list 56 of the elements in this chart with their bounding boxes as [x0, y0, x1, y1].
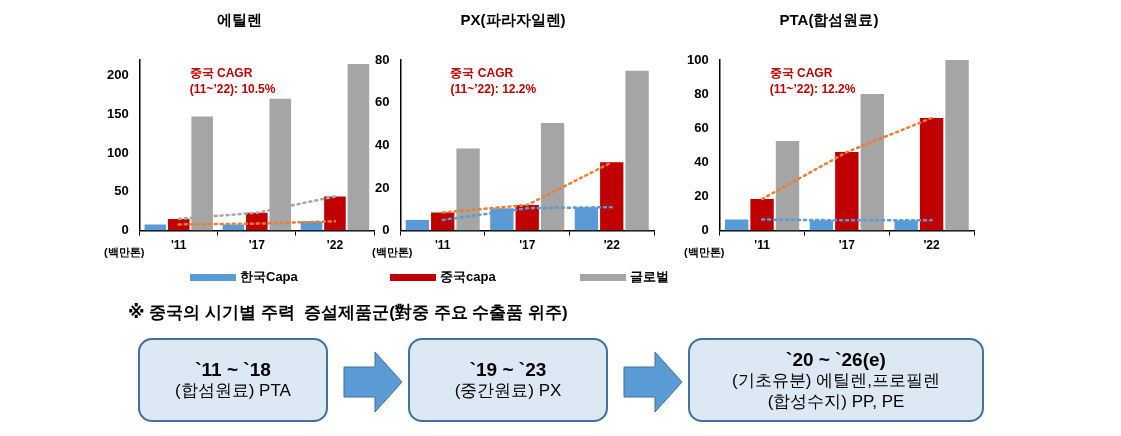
- bar: [945, 60, 969, 231]
- rounded-box: `11 ~ `18 (합섬원료) PTA: [138, 338, 328, 422]
- x-tick-label: '11: [170, 238, 187, 253]
- y-tick-label: 150: [106, 105, 129, 121]
- bar: [775, 141, 800, 231]
- bar: [431, 212, 455, 231]
- bar: [600, 162, 624, 231]
- y-tick-label: 80: [374, 51, 390, 67]
- x-tick-label: '22: [326, 238, 344, 253]
- chart-title: PTA(합섬원료): [779, 11, 879, 29]
- annotation: 중국 CAGR (11~’22): 12.2%: [769, 66, 856, 97]
- y-axis-title: (백만톤): [684, 245, 725, 258]
- x-tick-label: '22: [603, 238, 621, 253]
- y-axis-title: (백만톤): [104, 245, 145, 258]
- bar: [919, 118, 944, 231]
- bar: [860, 94, 884, 231]
- chart-title: 에틸렌: [216, 11, 262, 29]
- bar: [347, 63, 370, 231]
- bar: [324, 196, 346, 231]
- bar: [540, 122, 565, 231]
- chart-title: PX(파라자일렌): [460, 11, 566, 29]
- annotation: 중국 CAGR (11~’22): 10.5%: [189, 66, 276, 97]
- annotation: 중국 CAGR (11~’22): 12.2%: [450, 66, 537, 97]
- x-tick-label: '22: [923, 238, 941, 253]
- bar: [144, 224, 167, 231]
- legend-label: 중국capa: [440, 268, 496, 286]
- y-tick-label: 20: [374, 179, 390, 195]
- bar: [750, 199, 774, 231]
- y-tick-label: 100: [106, 144, 129, 160]
- bar: [835, 152, 859, 231]
- bar: [625, 70, 649, 231]
- x-tick-label: '17: [838, 238, 856, 253]
- bar: [405, 219, 430, 231]
- x-tick-label: '17: [519, 238, 536, 253]
- y-tick-label: 60: [694, 119, 709, 135]
- text: ※ 중국의 시기별 주력 증설제품군(對중 주요 수출품 위주): [128, 302, 568, 324]
- y-tick-label: 40: [694, 153, 709, 169]
- y-tick-label: 50: [114, 183, 129, 199]
- rounded-box: `20 ~ `26(e) (기초유분) 에틸렌,프로필렌 (합성수지) PP, PE: [688, 338, 984, 422]
- y-tick-label: 0: [701, 222, 709, 238]
- rounded-box: `19 ~ `23 (중간원료) PX: [408, 338, 608, 422]
- y-tick-label: 40: [374, 136, 390, 152]
- y-tick-label: 80: [694, 85, 709, 101]
- x-tick-label: '17: [248, 238, 266, 253]
- legend-label: 한국Capa: [240, 268, 298, 286]
- y-tick-label: 100: [686, 51, 709, 67]
- y-axis-title: (백만톤): [372, 245, 413, 258]
- y-tick-label: 60: [374, 94, 390, 110]
- y-tick-label: 200: [106, 67, 129, 83]
- y-tick-label: 0: [382, 222, 390, 238]
- bar: [456, 148, 480, 231]
- x-tick-label: '11: [434, 238, 451, 253]
- legend-label: 글로벌: [630, 268, 669, 286]
- y-tick-label: 0: [121, 222, 129, 238]
- x-tick-label: '11: [754, 238, 771, 253]
- y-tick-label: 20: [694, 188, 709, 204]
